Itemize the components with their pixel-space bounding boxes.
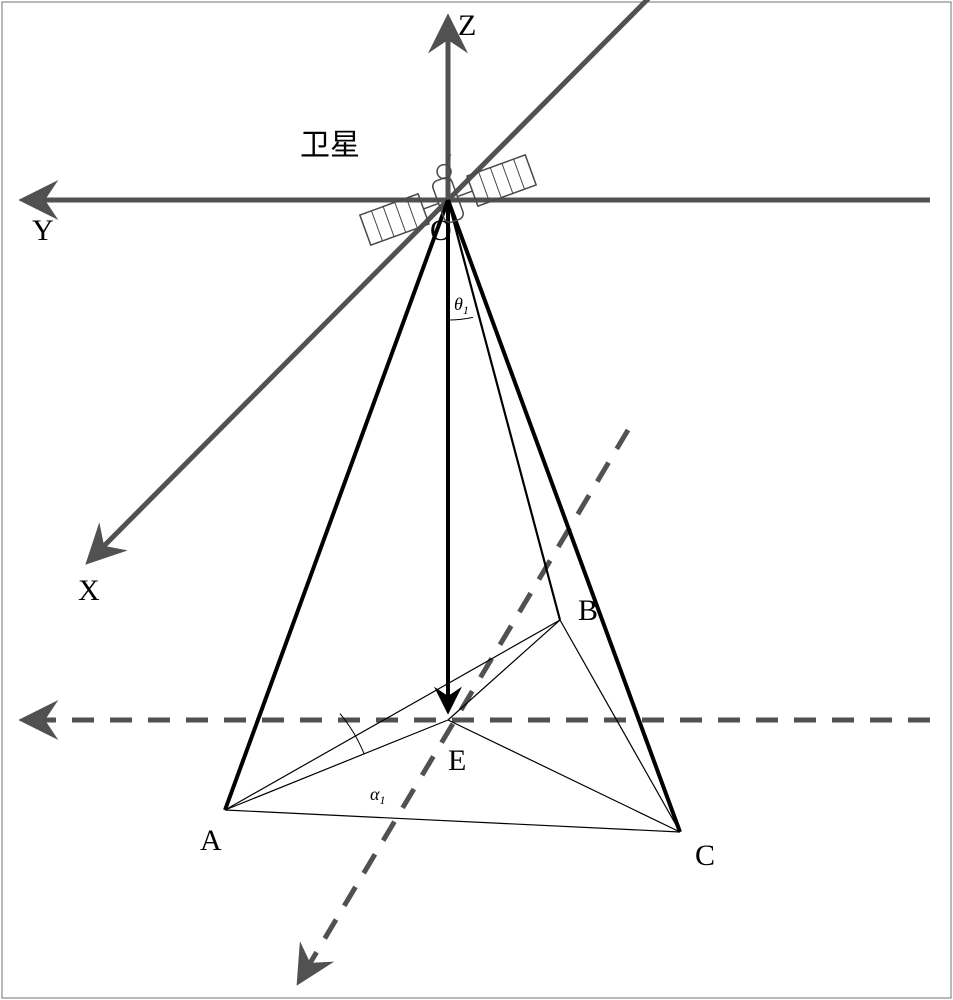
edge-CA xyxy=(225,810,680,832)
diagram-canvas: Z Y X O A B C E 卫星 θ1 α1 xyxy=(0,0,953,1000)
labels-group: Z Y X O A B C E 卫星 θ1 α1 xyxy=(32,9,715,872)
label-A: A xyxy=(200,824,222,857)
label-Z: Z xyxy=(458,9,476,42)
label-O: O xyxy=(430,214,452,247)
label-C: C xyxy=(695,839,715,872)
label-E: E xyxy=(448,744,466,777)
label-Y: Y xyxy=(32,214,54,247)
pyramid-group xyxy=(225,200,680,832)
axis-x xyxy=(90,0,727,560)
arc-theta1 xyxy=(448,317,473,320)
frame-border xyxy=(2,2,951,998)
axes-group xyxy=(25,0,930,980)
label-X: X xyxy=(78,574,100,607)
edge-BC xyxy=(560,620,680,832)
edge-OB xyxy=(448,200,560,620)
label-satellite: 卫星 xyxy=(300,129,360,162)
edge-EA xyxy=(225,720,448,810)
label-theta1: θ1 xyxy=(454,294,469,317)
label-alpha1: α1 xyxy=(370,784,385,807)
edge-AB xyxy=(225,620,560,810)
label-B: B xyxy=(578,594,598,627)
